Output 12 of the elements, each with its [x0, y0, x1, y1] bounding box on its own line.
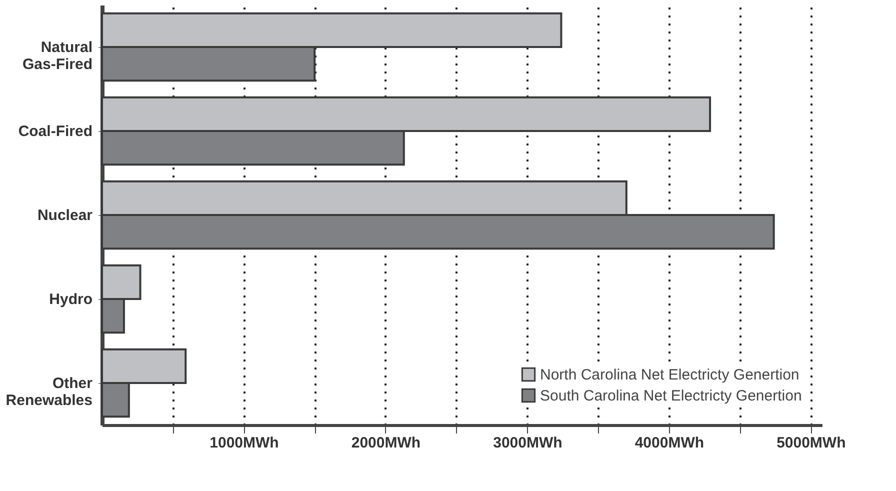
y-tick-label: Other Renewables — [6, 375, 93, 409]
x-tick-label: 2000MWh — [351, 434, 421, 452]
y-tick-label: Nuclear — [37, 207, 93, 224]
legend-label: North Carolina Net Electricty Genertion — [540, 366, 800, 384]
y-tick-label: Hydro — [49, 291, 92, 308]
x-tick-label: 1000MWh — [210, 434, 279, 452]
y-tick-label: Natural Gas-Fired — [22, 39, 92, 73]
x-tick-label: 5000MWh — [776, 434, 846, 452]
x-tick-label: 3000MWh — [493, 434, 562, 452]
y-tick-label: Coal-Fired — [18, 123, 92, 140]
legend-label: South Carolina Net Electricty Genertion — [540, 388, 802, 404]
x-tick-label: 4000MWh — [634, 434, 704, 452]
